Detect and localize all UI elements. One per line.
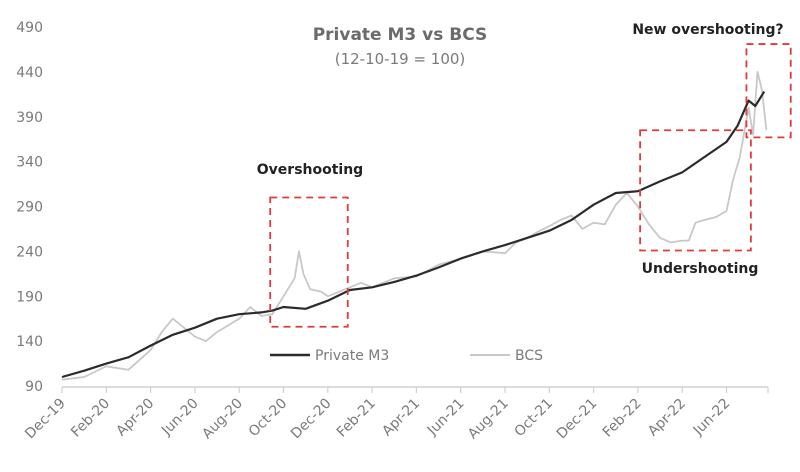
x-tick-label: Aug-20 xyxy=(199,396,246,443)
y-tick-label: 490 xyxy=(16,20,43,36)
legend-label-bcs: BCS xyxy=(515,348,543,364)
y-tick-label: 190 xyxy=(16,289,43,305)
annotation-overshooting: Overshooting xyxy=(257,162,363,178)
x-tick-label: Apr-20 xyxy=(113,396,157,440)
x-tick-label: Feb-22 xyxy=(600,396,645,441)
series-line-bcs xyxy=(61,71,768,381)
x-tick-label: Jun-20 xyxy=(158,396,202,440)
legend-label-private-m3: Private M3 xyxy=(315,348,389,364)
y-tick-label: 290 xyxy=(16,200,43,216)
y-tick-label: 140 xyxy=(16,334,43,350)
y-tick-label: 90 xyxy=(25,379,43,395)
chart-title: Private M3 vs BCS xyxy=(313,25,488,45)
x-tick-label: Dec-20 xyxy=(288,396,335,443)
y-tick-label: 440 xyxy=(16,65,43,81)
x-tick-label: Dec-19 xyxy=(22,396,69,443)
x-tick-label: Oct-21 xyxy=(512,396,557,441)
x-tick-label: Oct-20 xyxy=(246,396,291,441)
annotation-box xyxy=(745,43,792,139)
series-line-private-m3 xyxy=(61,91,766,379)
x-tick-label: Feb-20 xyxy=(68,396,113,441)
y-tick-label: 390 xyxy=(16,110,43,126)
chart-subtitle: (12-10-19 = 100) xyxy=(335,50,466,68)
x-tick-label: Apr-22 xyxy=(645,396,689,440)
annotation-box xyxy=(269,196,349,328)
annotation-new-overshooting: New overshooting? xyxy=(632,22,783,38)
x-tick-label: Jun-21 xyxy=(424,396,468,440)
x-tick-label: Apr-21 xyxy=(379,396,423,440)
y-tick-label: 340 xyxy=(16,155,43,171)
annotation-box xyxy=(639,129,752,252)
x-tick-label: Feb-21 xyxy=(334,396,379,441)
x-tick-label: Jun-22 xyxy=(690,396,734,440)
x-tick-label: Dec-21 xyxy=(554,396,601,443)
x-tick-label: Aug-21 xyxy=(465,396,512,443)
y-tick-label: 240 xyxy=(16,244,43,260)
annotation-undershooting: Undershooting xyxy=(642,261,759,277)
